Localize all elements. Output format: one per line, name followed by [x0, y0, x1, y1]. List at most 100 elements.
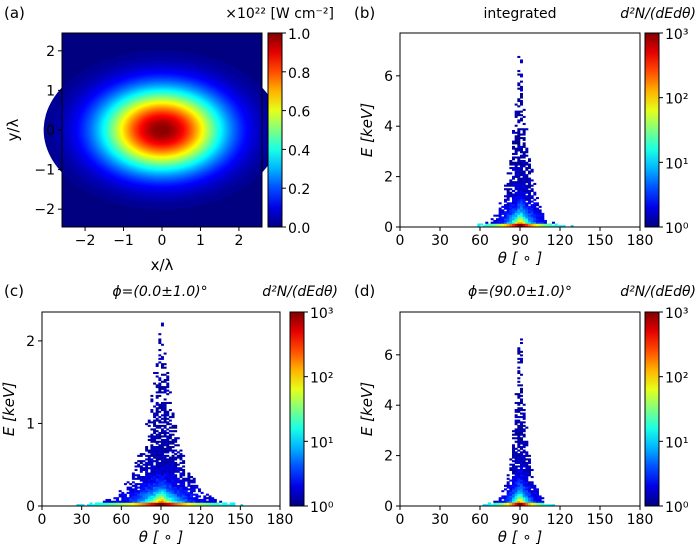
hist-bin: [155, 403, 159, 406]
hist-bin: [179, 453, 183, 456]
hist-bin: [174, 453, 178, 456]
hist-bin: [190, 486, 194, 489]
hist-bin: [501, 212, 505, 215]
hist-bin: [166, 382, 170, 385]
hist-bin: [520, 87, 523, 90]
hist-bin: [514, 191, 518, 194]
hist-bin: [520, 207, 523, 210]
hist-bin: [498, 500, 502, 503]
hist-bin: [504, 484, 507, 487]
hist-bin: [166, 449, 170, 452]
hist-bin: [514, 423, 518, 426]
hist-bin: [525, 189, 529, 193]
hist-bin: [168, 484, 172, 487]
hist-bin: [100, 502, 104, 505]
hist-bin: [200, 502, 204, 505]
hist-bin: [137, 491, 141, 494]
hist-bin: [147, 424, 151, 427]
hist-bin: [528, 163, 531, 166]
hist-bin: [517, 377, 521, 380]
hist-bin: [520, 394, 523, 397]
hist-bin: [522, 145, 526, 148]
hist-bin: [171, 426, 175, 429]
hist-bin: [131, 477, 135, 480]
hist-bin: [153, 504, 157, 507]
hist-bin: [153, 468, 157, 472]
hist-bin: [153, 412, 157, 415]
hist-bin: [530, 184, 534, 187]
hist-bin: [105, 502, 109, 505]
hist-bin: [171, 412, 175, 415]
hist-bin: [145, 481, 149, 484]
panel-d-cbar-label: d²N/(dEdθ): [620, 284, 696, 300]
hist-bin: [163, 380, 167, 383]
hist-bin: [161, 486, 164, 489]
panel-a-colorbar-tick: 0.2: [288, 182, 310, 198]
hist-bin: [522, 205, 526, 208]
hist-bin: [522, 137, 526, 140]
hist-bin: [142, 484, 146, 487]
hist-bin: [501, 490, 505, 493]
hist-bin: [506, 483, 510, 486]
hist-bin: [161, 456, 164, 459]
hist-bin: [147, 454, 151, 457]
panel-b-tag: (b): [354, 4, 375, 22]
hist-bin: [155, 454, 159, 457]
hist-bin: [517, 426, 521, 429]
hist-bin: [528, 460, 531, 463]
hist-bin: [163, 379, 167, 382]
hist-bin: [514, 214, 518, 217]
hist-bin: [155, 488, 159, 491]
hist-bin: [528, 502, 531, 505]
hist-bin: [187, 491, 191, 494]
panel-b-axes-xtick: 60: [471, 233, 489, 249]
hist-bin: [139, 460, 143, 463]
hist-bin: [147, 488, 151, 491]
panel-b-axes-xtick: 120: [547, 233, 574, 249]
hist-bin: [512, 467, 515, 470]
hist-bin: [134, 465, 138, 468]
hist-bin: [520, 474, 523, 477]
hist-bin: [161, 468, 164, 472]
panel-c-histogram: [76, 322, 244, 507]
hist-bin: [522, 209, 526, 212]
hist-bin: [506, 218, 510, 221]
hist-bin: [530, 218, 534, 221]
hist-bin: [525, 184, 529, 187]
hist-bin: [530, 486, 534, 489]
hist-bin: [501, 223, 505, 226]
hist-bin: [163, 472, 167, 475]
hist-bin: [163, 476, 167, 479]
hist-bin: [525, 219, 529, 223]
hist-bin: [150, 409, 154, 412]
hist-bin: [520, 431, 523, 434]
hist-bin: [171, 495, 175, 498]
hist-bin: [171, 416, 175, 419]
hist-bin: [530, 495, 534, 498]
hist-bin: [520, 195, 523, 198]
hist-bin: [525, 163, 529, 166]
hist-bin: [517, 188, 521, 191]
hist-bin: [512, 209, 515, 212]
hist-bin: [517, 189, 521, 193]
hist-bin: [158, 407, 162, 410]
hist-bin: [155, 407, 159, 410]
hist-bin: [131, 500, 135, 503]
hist-bin: [520, 428, 523, 431]
hist-bin: [512, 481, 515, 484]
panel-b-colorbar-bar: [644, 32, 660, 228]
hist-bin: [522, 204, 526, 207]
hist-bin: [514, 472, 518, 475]
hist-bin: [195, 484, 199, 487]
hist-bin: [496, 218, 499, 221]
hist-bin: [203, 502, 207, 505]
hist-bin: [168, 423, 172, 426]
hist-bin: [498, 214, 502, 217]
hist-bin: [158, 357, 162, 360]
hist-bin: [536, 500, 539, 503]
hist-bin: [512, 182, 515, 185]
panel-c-xlabel: θ [ ∘ ]: [139, 528, 184, 546]
hist-bin: [522, 433, 526, 436]
hist-bin: [498, 219, 502, 223]
